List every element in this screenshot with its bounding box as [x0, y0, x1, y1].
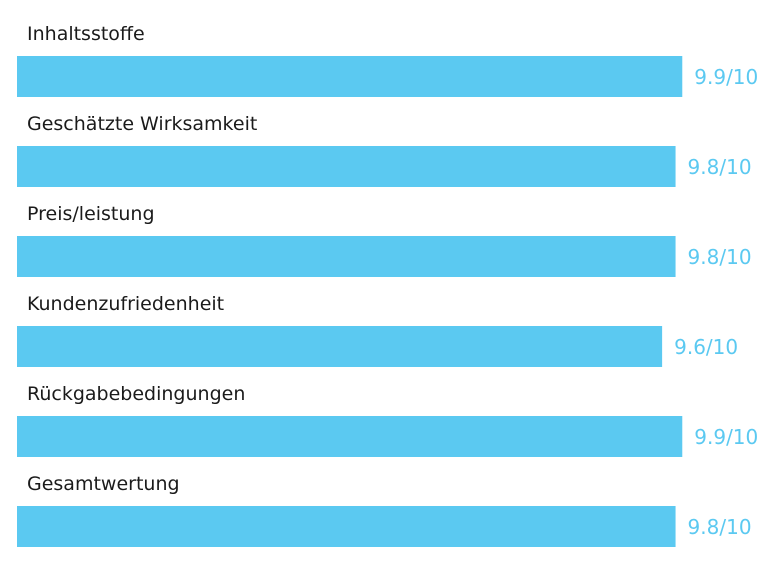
rating-bar [17, 56, 683, 97]
category-label: Geschätzte Wirksamkeit [27, 113, 257, 135]
value-label: 9.9/10 [694, 65, 758, 89]
rating-bar [17, 326, 663, 367]
value-label: 9.8/10 [688, 155, 752, 179]
category-label: Preis/leistung [27, 203, 155, 225]
category-label: Gesamtwertung [27, 473, 180, 495]
rating-bar [17, 146, 676, 187]
category-label: Kundenzufriedenheit [27, 293, 224, 315]
value-label: 9.8/10 [688, 515, 752, 539]
category-label: Rückgabebedingungen [27, 383, 245, 405]
value-label: 9.9/10 [694, 425, 758, 449]
value-label: 9.8/10 [688, 245, 752, 269]
rating-bar [17, 506, 676, 547]
rating-bar [17, 416, 683, 457]
rating-bar [17, 236, 676, 277]
value-label: 9.6/10 [674, 335, 738, 359]
category-label: Inhaltsstoffe [27, 23, 145, 45]
